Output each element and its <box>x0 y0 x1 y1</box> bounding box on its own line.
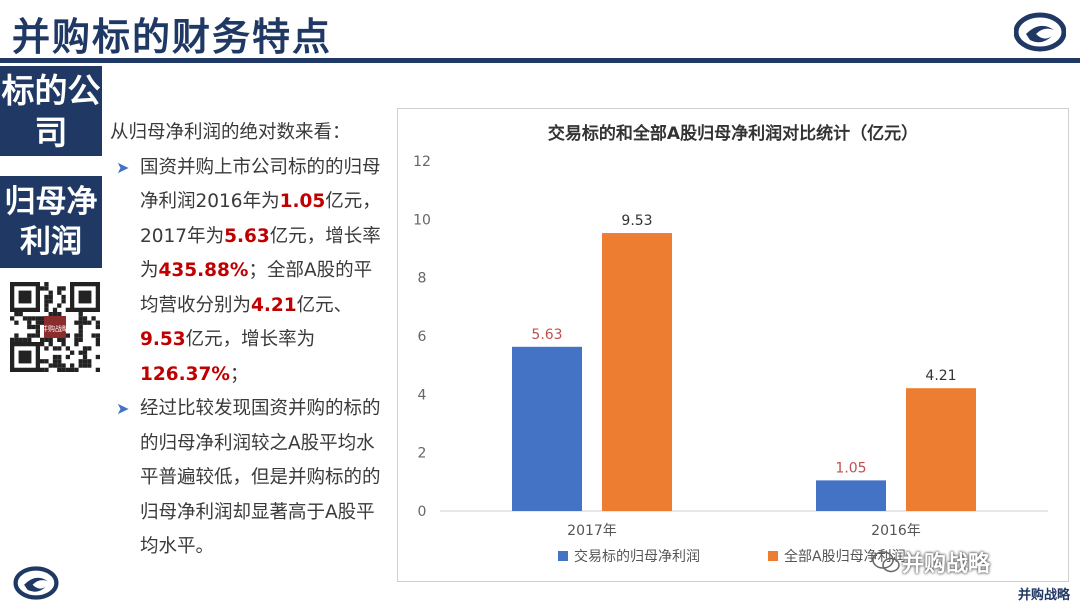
y-tick-label: 6 <box>418 329 427 345</box>
analysis-lead: 从归母净利润的绝对数来看： <box>110 122 351 143</box>
legend-swatch <box>768 551 778 561</box>
data-label: 1.05 <box>835 460 866 476</box>
data-label: 4.21 <box>925 368 956 384</box>
y-tick-label: 0 <box>418 504 427 520</box>
bullet-text: 亿元，增长率为 <box>185 329 316 350</box>
brand-logo-icon-bottom <box>13 566 59 600</box>
brand-logo-icon <box>1014 12 1066 52</box>
bar <box>602 233 672 511</box>
legend-label: 全部A股归母净利润 <box>784 548 906 565</box>
analysis-text: 从归母净利润的绝对数来看： ➤ 国资并购上市公司标的的归母净利润2016年为1.… <box>110 116 390 565</box>
title-divider <box>0 58 1080 63</box>
x-tick-label: 2017年 <box>567 523 617 539</box>
bullet-2: ➤ 经过比较发现国资并购的标的的归母净利润较之A股平均水平普遍较低，但是并购标的… <box>110 392 390 565</box>
brand-footer: 并购战略 <box>1017 588 1070 603</box>
bar <box>816 480 886 511</box>
watermark-text: 并购战略 <box>902 552 991 577</box>
bullet-text: 经过比较发现国资并购的标的的归母净利润较之A股平均水平普遍较低，但是并购标的的归… <box>140 398 381 557</box>
bullet-text: 亿元、 <box>296 294 353 316</box>
legend-label: 交易标的归母净利润 <box>574 548 700 565</box>
bullet-1: ➤ 国资并购上市公司标的的归母净利润2016年为1.05亿元，2017年为5.6… <box>110 151 390 393</box>
bar <box>512 346 582 511</box>
highlight-value: 126.37% <box>140 363 230 385</box>
highlight-value: 1.05 <box>279 191 326 212</box>
bullet-text: ； <box>229 363 249 385</box>
y-tick-label: 2 <box>418 446 427 462</box>
arrow-bullet-icon: ➤ <box>116 157 130 177</box>
data-label: 9.53 <box>621 213 652 229</box>
section-label-target-company: 标的公司 <box>0 66 102 156</box>
svg-text:并购战略: 并购战略 <box>41 324 69 333</box>
highlight-value: 435.88% <box>158 260 249 281</box>
bar <box>906 388 976 511</box>
bullet-text: 国资并购上市公司标的的归母净利润2016年为 <box>140 156 381 213</box>
section-label-net-profit: 归母净利润 <box>0 176 102 268</box>
highlight-value: 4.21 <box>251 294 297 316</box>
y-tick-label: 4 <box>418 387 427 403</box>
arrow-bullet-icon: ➤ <box>116 399 130 418</box>
data-label: 5.63 <box>531 327 562 343</box>
bullet-text: 亿元，增长率为 <box>140 225 381 282</box>
bullet-text: 亿元，2017年为 <box>140 191 381 247</box>
x-tick-label: 2016年 <box>871 523 921 539</box>
bar-chart: 0 2 4 6 8 10 12 5.63 9.53 2017年 1.05 4.21 2016年交易标的归… <box>413 154 1048 565</box>
bullet-text: ；全部A股的平均营收分别为 <box>140 260 373 316</box>
y-tick-label: 8 <box>418 271 427 287</box>
y-tick-label: 10 <box>413 212 431 228</box>
chart-title: 交易标的和全部A股归母净利润对比统计（亿元） <box>547 124 919 144</box>
y-tick-label: 12 <box>413 154 431 170</box>
wechat-icon <box>872 551 900 573</box>
qr-code-icon: 并购战略 <box>10 282 100 372</box>
chart-container: 交易标的和全部A股归母净利润对比统计（亿元） 0 2 4 6 8 10 12 5.63 9.53… <box>397 108 1069 582</box>
highlight-value: 9.53 <box>140 329 186 350</box>
legend-swatch <box>558 551 568 561</box>
page-title: 并购标的财务特点 <box>12 15 333 59</box>
highlight-value: 5.63 <box>224 225 270 247</box>
